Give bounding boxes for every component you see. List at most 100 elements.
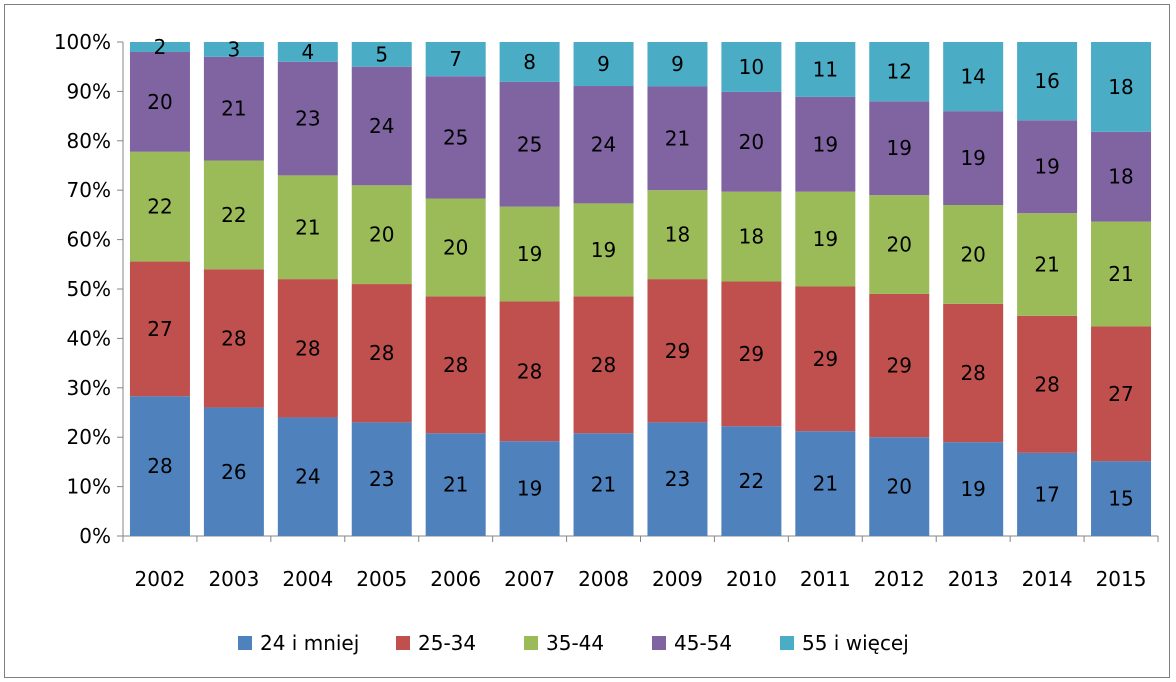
bar-segment [499,441,560,536]
data-label: 19 [1034,155,1059,179]
data-label: 18 [739,225,764,249]
legend-swatch [524,636,538,650]
bar-segment [1017,120,1078,214]
bar-segment [203,407,264,536]
bar-segment [721,281,782,427]
bar-segment [943,205,1004,304]
x-tick-label: 2013 [948,567,999,591]
bar-segment [795,431,856,536]
data-label: 26 [221,460,246,484]
bar-segment [499,81,560,207]
data-label: 10 [739,55,764,79]
x-tick-label: 2015 [1096,567,1147,591]
data-label: 27 [147,317,172,341]
bar-segment [573,42,634,87]
data-label: 28 [1034,372,1059,396]
bar-segment [425,198,486,297]
legend-label: 45-54 [674,631,732,655]
data-label: 25 [443,125,468,149]
bar-segment [499,301,560,442]
bar-segment [795,96,856,192]
data-label: 19 [813,132,838,156]
data-label: 21 [443,473,468,497]
data-label: 14 [960,65,985,89]
x-tick-label: 2010 [726,567,777,591]
data-label: 28 [369,341,394,365]
data-label: 28 [443,353,468,377]
data-label: 9 [671,52,684,76]
y-axis: 0% 10% 20% 30% 40% 50% 60% 70% 80% 90% 100% [54,30,124,548]
bar-segment [425,42,486,77]
legend-label: 35-44 [546,631,604,655]
data-label: 29 [813,347,838,371]
data-label: 18 [665,223,690,247]
bar-segment [425,76,486,199]
x-tick-label: 2005 [356,567,407,591]
legend-swatch [238,636,252,650]
data-label: 22 [147,195,172,219]
bar-segment [943,42,1004,112]
bar-segment [129,261,190,397]
data-label: 21 [813,472,838,496]
data-label: 19 [517,477,542,501]
bar-segment [721,91,782,192]
bar-segment [1091,42,1152,132]
data-label: 23 [295,107,320,131]
bar-segment [647,422,708,536]
data-label: 4 [301,40,314,64]
data-label: 19 [960,477,985,501]
data-label: 28 [221,326,246,350]
data-label: 28 [591,353,616,377]
x-tick-label: 2003 [208,567,259,591]
data-label: 19 [960,146,985,170]
x-tick-label: 2006 [430,567,481,591]
legend-label: 25-34 [418,631,476,655]
bar-segment [869,437,930,536]
y-tick-label: 90% [67,79,111,103]
bar-segment [129,396,190,536]
bar-segment [721,42,782,92]
bar-segment [351,42,412,67]
bar-segment [943,442,1004,536]
bar-segment [1017,452,1078,536]
bar-segment [203,56,264,161]
data-label: 8 [523,50,536,74]
bar-segment [1091,131,1152,222]
legend-swatch [396,636,410,650]
x-axis: 2002 2003 2004 2005 2006 2007 2008 2009 2010 2011… [122,535,1159,591]
data-label: 19 [517,242,542,266]
y-tick-label: 10% [67,475,111,499]
data-label: 21 [1034,253,1059,277]
data-label: 18 [1108,165,1133,189]
data-label: 20 [887,475,912,499]
data-label: 20 [887,233,912,257]
legend-swatch [652,636,666,650]
x-tick-label: 2008 [578,567,629,591]
data-label: 28 [960,361,985,385]
data-label: 19 [591,238,616,262]
data-label: 21 [665,126,690,150]
bar-segment [499,42,560,82]
data-label: 24 [591,133,616,157]
bar-segment [425,433,486,536]
bar-segment [795,191,856,287]
data-label: 11 [813,57,838,81]
data-label: 20 [369,223,394,247]
data-label: 3 [228,37,241,61]
bar-segment [573,296,634,434]
bar-segment [795,286,856,432]
y-tick-label: 40% [67,326,111,350]
bar-segment [277,279,338,418]
x-tick-label: 2014 [1022,567,1073,591]
bar-segment [647,86,708,191]
data-label: 29 [739,342,764,366]
data-label: 16 [1034,69,1059,93]
x-tick-label: 2004 [282,567,333,591]
bar-segment [869,101,930,196]
x-tick-label: 2007 [504,567,555,591]
y-tick-label: 0% [79,524,111,548]
data-label: 23 [369,467,394,491]
bar-segment [1017,42,1078,121]
data-label: 24 [295,465,320,489]
data-label: 7 [449,47,462,71]
